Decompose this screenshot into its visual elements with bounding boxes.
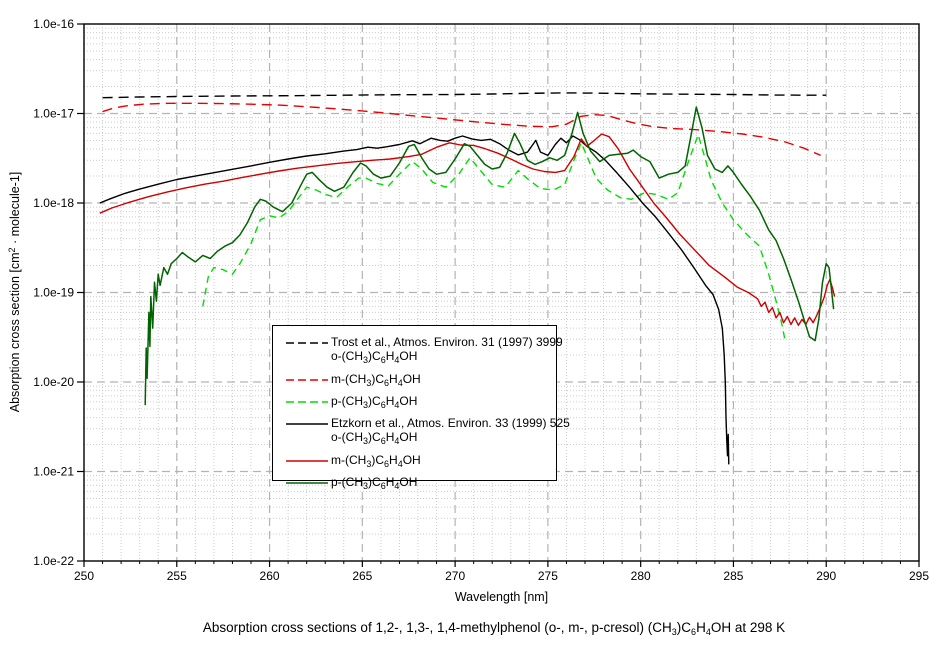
legend-entry-label: Etzkorn et al., Atmos. Environ. 33 (1999… [331, 416, 570, 446]
x-tick-label: 285 [723, 569, 743, 583]
x-axis-label: Wavelength [nm] [84, 590, 919, 604]
series-trost-et-al-o-ch3-c6h4oh [102, 92, 827, 99]
legend-entry-label: p-(CH3)C6H4OH [331, 475, 418, 491]
figure-caption: Absorption cross sections of 1,2-, 1,3-,… [202, 620, 786, 637]
legend-line-sample [285, 416, 331, 432]
x-tick-label: 295 [909, 569, 929, 583]
legend-entry-label: p-(CH3)C6H4OH [331, 394, 418, 410]
legend-entry-label: Trost et al., Atmos. Environ. 31 (1997) … [331, 335, 563, 365]
legend: Trost et al., Atmos. Environ. 31 (1997) … [272, 325, 570, 491]
legend-entry: p-(CH3)C6H4OH [273, 475, 556, 491]
y-tick-label: 1.0e-19 [33, 286, 74, 300]
legend-line-sample [285, 394, 331, 410]
y-tick-label: 1.0e-21 [33, 465, 74, 479]
plot-svg: 250 255 260 265 270 275 280 285 290 295 1.0e-16 1.0… [33, 17, 929, 583]
x-tick-label: 265 [352, 569, 372, 583]
legend-entry-label: m-(CH3)C6H4OH [331, 372, 421, 388]
series-trost-et-al-p-ch3-c6h4oh [202, 133, 787, 343]
series-trost-et-al-m-ch3-c6h4oh [102, 102, 821, 157]
legend-line-sample [285, 335, 331, 351]
x-tick-label: 260 [260, 569, 280, 583]
legend-entry: Trost et al., Atmos. Environ. 31 (1997) … [273, 335, 563, 365]
y-tick-label: 1.0e-20 [33, 375, 74, 389]
y-tick-label: 1.0e-18 [33, 196, 74, 210]
x-tick-label: 290 [816, 569, 836, 583]
legend-line-sample [285, 475, 331, 491]
series-etzkorn-et-al-m-ch3-c6h4oh [99, 133, 836, 326]
series-etzkorn-et-al-p-ch3-c6h4oh [144, 106, 835, 406]
y-tick-label: 1.0e-22 [33, 554, 74, 568]
legend-line-sample [285, 453, 331, 469]
y-tick-label: 1.0e-17 [33, 107, 74, 121]
x-tick-label: 250 [74, 569, 94, 583]
y-tick-label: 1.0e-16 [33, 17, 74, 31]
legend-entry: p-(CH3)C6H4OH [273, 394, 556, 410]
x-tick-label: 280 [631, 569, 651, 583]
x-axis-label-text: Wavelength [nm] [454, 590, 549, 604]
x-tick-label: 255 [167, 569, 187, 583]
legend-entry: m-(CH3)C6H4OH [273, 453, 556, 469]
x-tick-label: 275 [538, 569, 558, 583]
legend-entry: m-(CH3)C6H4OH [273, 372, 556, 388]
legend-entry: Etzkorn et al., Atmos. Environ. 33 (1999… [273, 416, 570, 446]
legend-entry-label: m-(CH3)C6H4OH [331, 453, 421, 469]
x-tick-label: 270 [445, 569, 465, 583]
legend-line-sample [285, 372, 331, 388]
y-axis-label-text: Absorption cross section [cm2 · molecule… [7, 171, 22, 413]
